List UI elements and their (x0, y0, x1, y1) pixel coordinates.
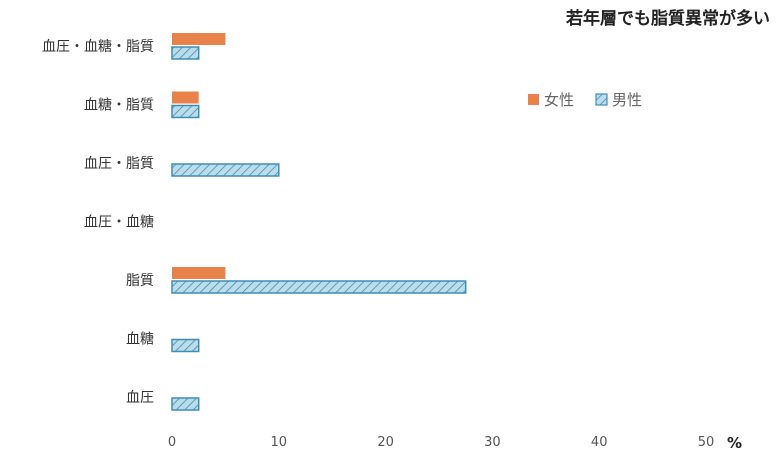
category-label: 血圧 (126, 390, 154, 406)
bar-male (171, 397, 200, 411)
category-label: 脂質 (126, 273, 154, 289)
x-tick-label: 10 (271, 435, 288, 450)
chart-title: 若年層でも脂質異常が多い (565, 8, 770, 29)
bars-group (171, 33, 467, 411)
bar-female (172, 33, 226, 45)
bar-female (172, 91, 199, 104)
x-tick-label: 20 (377, 435, 394, 450)
category-label: 血糖 (126, 332, 154, 348)
bar-male (171, 338, 200, 353)
x-tick-labels: 0 10 20 30 40 50 (168, 435, 714, 450)
legend-label-female: 女性 (544, 91, 574, 109)
x-tick-label: 50 (698, 435, 715, 450)
legend-label-male: 男性 (612, 91, 642, 109)
x-tick-label: 0 (168, 435, 176, 450)
legend-swatch-male (595, 93, 608, 106)
bar-male (171, 280, 467, 294)
bar-female (172, 267, 226, 279)
legend: 女性 男性 (528, 91, 642, 109)
bar-male (171, 163, 280, 177)
x-tick-label: 30 (484, 435, 501, 450)
category-label: 血圧・血糖・脂質 (42, 39, 154, 55)
legend-swatch-female (528, 94, 539, 105)
category-label: 血圧・脂質 (84, 156, 154, 172)
category-label: 血糖・脂質 (84, 98, 154, 114)
unit-label: % (727, 434, 742, 452)
bar-male (171, 46, 200, 60)
category-label: 血圧・血糖 (84, 215, 154, 231)
bar-male (171, 104, 200, 119)
x-tick-label: 40 (591, 435, 608, 450)
